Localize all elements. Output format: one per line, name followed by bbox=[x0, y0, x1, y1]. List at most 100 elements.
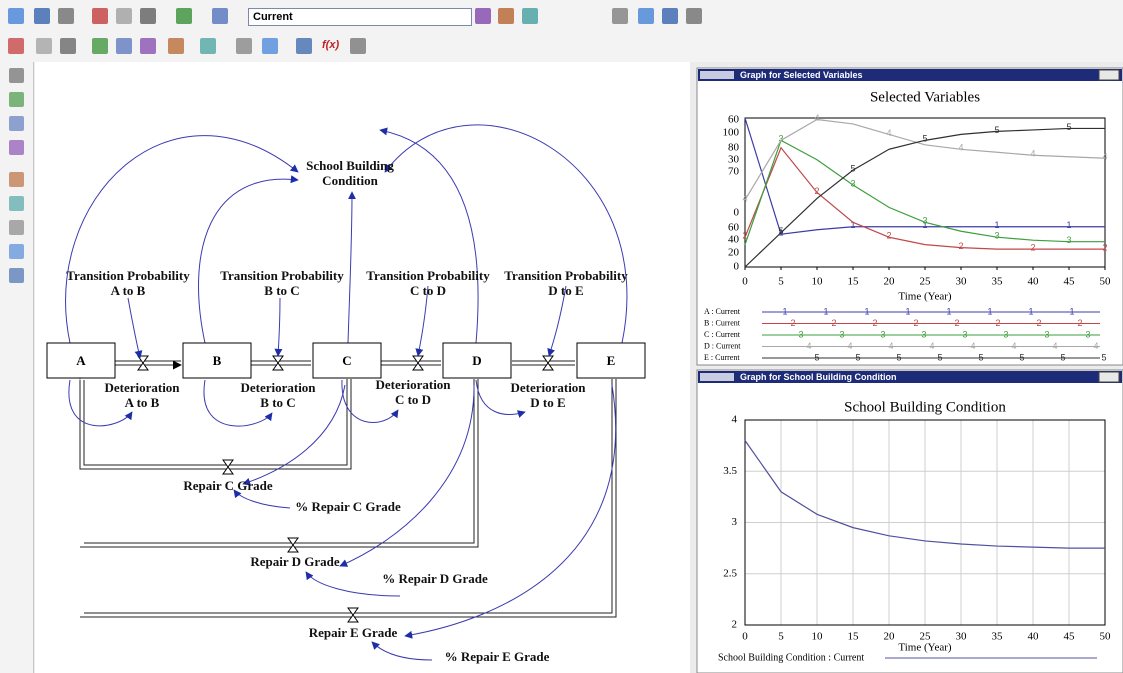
legend-marker: 4 bbox=[847, 341, 852, 351]
toolbar-button[interactable] bbox=[612, 8, 628, 24]
toolbar-button[interactable] bbox=[296, 38, 312, 54]
series-marker: 5 bbox=[850, 164, 855, 174]
series-marker: 3 bbox=[994, 231, 999, 241]
y-tick-label: 60 bbox=[728, 222, 740, 234]
toolbar-button[interactable] bbox=[116, 8, 132, 24]
toolbar-button[interactable] bbox=[662, 8, 678, 24]
stock-label: D bbox=[472, 353, 481, 368]
y-tick-label: 2.5 bbox=[723, 567, 737, 579]
series-marker: 4 bbox=[958, 143, 963, 153]
legend-marker: 3 bbox=[1003, 329, 1008, 339]
series-marker: 4 bbox=[1030, 149, 1035, 159]
toolbar-button[interactable] bbox=[36, 38, 52, 54]
y-tick-label: 0 bbox=[734, 261, 740, 273]
toolbar-button[interactable] bbox=[168, 38, 184, 54]
x-tick-label: 35 bbox=[992, 631, 1004, 643]
legend-marker: 2 bbox=[913, 318, 918, 328]
toolbar-button[interactable] bbox=[686, 8, 702, 24]
toolbar-button[interactable] bbox=[176, 8, 192, 24]
legend-marker: 5 bbox=[814, 352, 819, 362]
toolbar-button[interactable] bbox=[116, 38, 132, 54]
x-axis-label: Time (Year) bbox=[898, 642, 952, 654]
tool-button[interactable] bbox=[9, 92, 24, 107]
valve bbox=[348, 608, 358, 622]
series-marker: 5 bbox=[778, 226, 783, 236]
x-tick-label: 20 bbox=[884, 276, 896, 288]
legend-marker: 3 bbox=[1044, 329, 1049, 339]
x-tick-label: 0 bbox=[742, 276, 748, 288]
tool-button[interactable] bbox=[9, 196, 24, 211]
toolbar-button[interactable] bbox=[498, 8, 514, 24]
toolbar-button[interactable] bbox=[200, 38, 216, 54]
tool-button[interactable] bbox=[9, 268, 24, 283]
toolbar-button[interactable] bbox=[140, 8, 156, 24]
toolbar-button[interactable] bbox=[8, 8, 24, 24]
legend-marker: 4 bbox=[1052, 341, 1057, 351]
series-marker: 4 bbox=[1102, 152, 1107, 162]
graphs: Graph for Selected VariablesSelected Var… bbox=[697, 68, 1123, 673]
y-tick-label: 60 bbox=[728, 114, 740, 126]
link bbox=[199, 179, 298, 343]
legend-label: D : Current bbox=[704, 341, 741, 350]
toolbar-button[interactable] bbox=[236, 38, 252, 54]
valve bbox=[273, 356, 283, 370]
toolbar-button[interactable] bbox=[350, 38, 366, 54]
x-tick-label: 35 bbox=[992, 276, 1004, 288]
valve bbox=[223, 460, 233, 474]
tool-button[interactable] bbox=[9, 116, 24, 131]
toolbar-button[interactable] bbox=[262, 38, 278, 54]
toolbar-button[interactable] bbox=[58, 8, 74, 24]
link bbox=[385, 125, 627, 343]
x-tick-label: 5 bbox=[778, 631, 784, 643]
legend-marker: 1 bbox=[1028, 306, 1033, 316]
x-tick-label: 40 bbox=[1028, 631, 1040, 643]
legend-marker: 2 bbox=[1036, 318, 1041, 328]
legend-marker: 1 bbox=[905, 306, 910, 316]
toolbar-button[interactable] bbox=[522, 8, 538, 24]
x-tick-label: 50 bbox=[1100, 276, 1112, 288]
valve bbox=[138, 356, 148, 370]
tool-button[interactable] bbox=[9, 220, 24, 235]
x-tick-label: 10 bbox=[812, 631, 824, 643]
legend-marker: 3 bbox=[1085, 329, 1090, 339]
x-tick-label: 15 bbox=[848, 276, 860, 288]
fraction-label: % Repair D Grade bbox=[382, 571, 488, 586]
legend-marker: 1 bbox=[864, 306, 869, 316]
toolbar-button[interactable] bbox=[92, 38, 108, 54]
tool-button[interactable] bbox=[9, 140, 24, 155]
toolbar-button[interactable] bbox=[92, 8, 108, 24]
flow-label: Deterioration A to B bbox=[104, 380, 179, 410]
x-tick-label: 45 bbox=[1064, 276, 1076, 288]
flow-pipe bbox=[250, 361, 311, 365]
toolbar-button[interactable] bbox=[212, 8, 228, 24]
tool-button[interactable] bbox=[9, 172, 24, 187]
window-title: Graph for School Building Condition bbox=[740, 372, 896, 382]
stock-label: B bbox=[213, 353, 222, 368]
toolbar-button[interactable] bbox=[475, 8, 491, 24]
series-marker: 2 bbox=[1030, 242, 1035, 252]
legend-marker: 4 bbox=[970, 341, 975, 351]
series-marker: 4 bbox=[886, 128, 891, 138]
y-tick-label: 30 bbox=[728, 154, 740, 166]
series-marker: 2 bbox=[1102, 242, 1107, 252]
y-tick-label: 3.5 bbox=[723, 465, 737, 477]
x-tick-label: 30 bbox=[956, 631, 968, 643]
app-window: Current f(x) bbox=[0, 0, 1123, 673]
toolbar-button[interactable] bbox=[638, 8, 654, 24]
y-tick-label: 70 bbox=[728, 166, 740, 178]
toolbar-button[interactable] bbox=[34, 8, 50, 24]
flow-label: Deterioration D to E bbox=[510, 380, 585, 410]
y-tick-label: 2 bbox=[732, 619, 738, 631]
flow-pipe bbox=[381, 361, 441, 365]
tool-button[interactable] bbox=[9, 68, 24, 83]
stock-label: A bbox=[76, 353, 86, 368]
toolbar-button[interactable] bbox=[8, 38, 24, 54]
repair-label: Repair E Grade bbox=[309, 625, 398, 640]
toolbar-button[interactable] bbox=[60, 38, 76, 54]
legend-marker: 5 bbox=[1101, 352, 1106, 362]
legend-marker: 4 bbox=[929, 341, 934, 351]
y-tick-label: 100 bbox=[723, 127, 740, 139]
rate-label: Transition Probability D to E bbox=[504, 268, 627, 298]
toolbar-button[interactable] bbox=[140, 38, 156, 54]
tool-button[interactable] bbox=[9, 244, 24, 259]
